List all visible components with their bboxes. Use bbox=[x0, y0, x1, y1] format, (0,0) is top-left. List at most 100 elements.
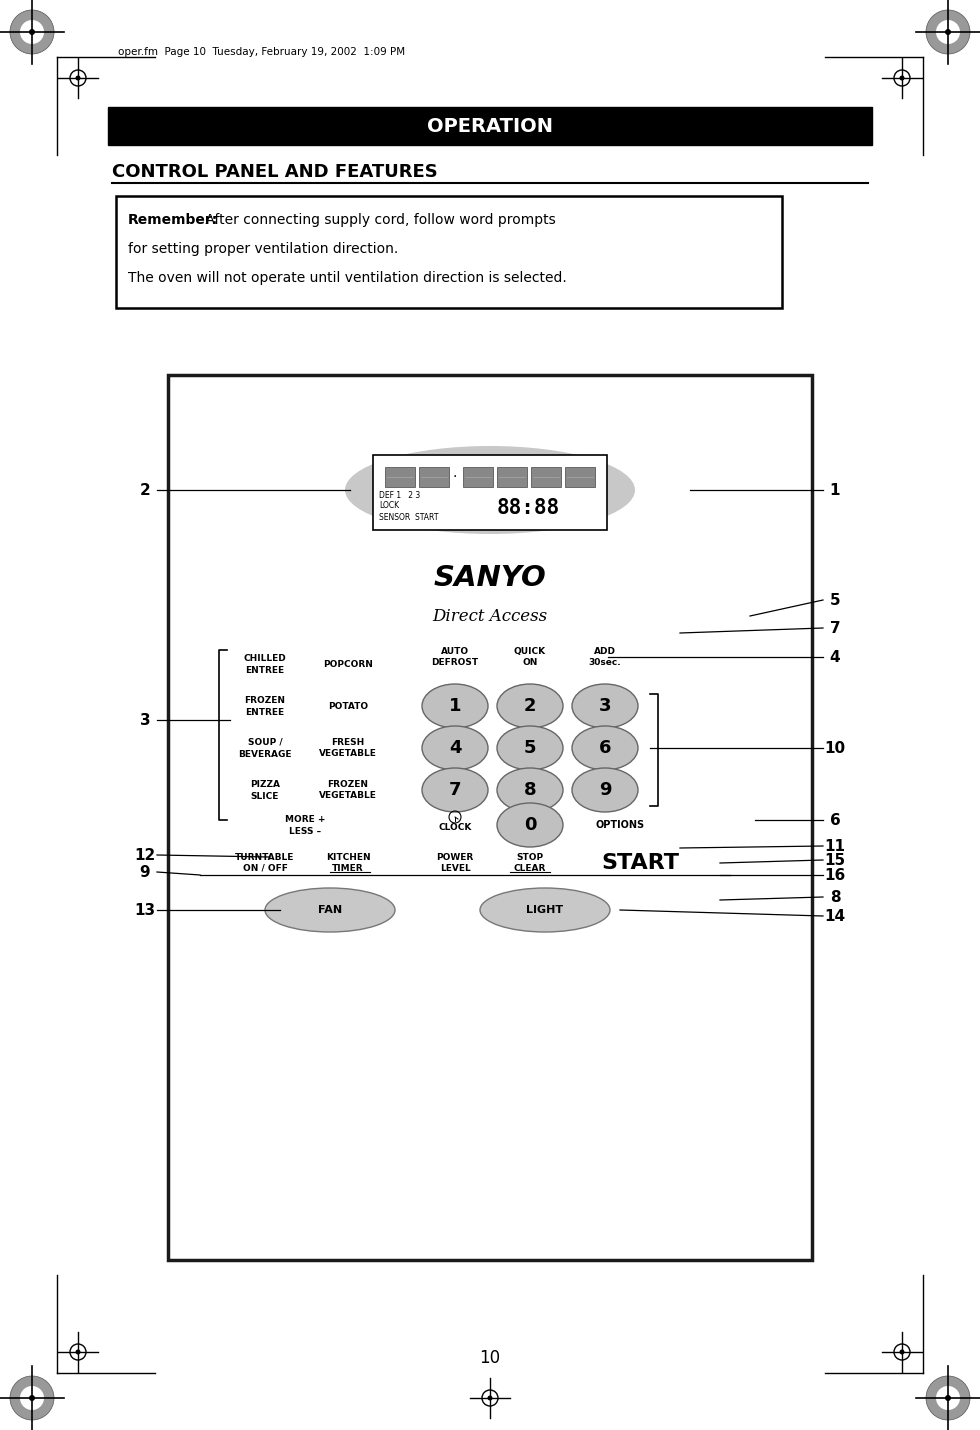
Bar bbox=[385, 468, 415, 488]
Text: AUTO
DEFROST: AUTO DEFROST bbox=[431, 648, 478, 666]
Bar bbox=[419, 468, 449, 488]
Ellipse shape bbox=[497, 726, 563, 769]
Text: 9: 9 bbox=[140, 865, 150, 879]
Circle shape bbox=[75, 1350, 80, 1354]
Text: 13: 13 bbox=[134, 902, 156, 918]
Circle shape bbox=[936, 1386, 960, 1410]
Circle shape bbox=[945, 1396, 951, 1401]
Text: BEVERAGE: BEVERAGE bbox=[238, 749, 292, 758]
Text: POPCORN: POPCORN bbox=[323, 659, 373, 668]
Bar bbox=[168, 375, 812, 1260]
Text: FROZEN
VEGETABLE: FROZEN VEGETABLE bbox=[319, 781, 377, 799]
Text: 7: 7 bbox=[449, 781, 462, 799]
Text: QUICK
ON: QUICK ON bbox=[514, 648, 546, 666]
Text: 8: 8 bbox=[830, 889, 840, 905]
Circle shape bbox=[487, 1396, 493, 1400]
Circle shape bbox=[70, 1344, 86, 1360]
Circle shape bbox=[482, 1390, 498, 1406]
Circle shape bbox=[29, 1396, 35, 1401]
Text: SANYO: SANYO bbox=[433, 563, 547, 592]
Bar bbox=[565, 468, 595, 488]
Text: 14: 14 bbox=[824, 908, 846, 924]
Bar bbox=[116, 196, 782, 307]
Text: 3: 3 bbox=[140, 712, 150, 728]
Circle shape bbox=[10, 1376, 54, 1420]
Text: Remember:: Remember: bbox=[128, 213, 219, 227]
Text: SOUP /: SOUP / bbox=[248, 738, 282, 746]
Text: FRESH
VEGETABLE: FRESH VEGETABLE bbox=[319, 738, 377, 758]
Text: oper.fm  Page 10  Tuesday, February 19, 2002  1:09 PM: oper.fm Page 10 Tuesday, February 19, 20… bbox=[118, 47, 405, 57]
Circle shape bbox=[29, 29, 35, 34]
Ellipse shape bbox=[422, 768, 488, 812]
Ellipse shape bbox=[572, 768, 638, 812]
Circle shape bbox=[70, 70, 86, 86]
Ellipse shape bbox=[265, 888, 395, 932]
Circle shape bbox=[894, 70, 910, 86]
Text: FROZEN: FROZEN bbox=[244, 695, 285, 705]
Ellipse shape bbox=[497, 768, 563, 812]
Text: 9: 9 bbox=[599, 781, 612, 799]
Text: POWER
LEVEL: POWER LEVEL bbox=[436, 854, 473, 872]
Ellipse shape bbox=[345, 446, 635, 533]
Text: 1: 1 bbox=[830, 482, 840, 498]
Text: START: START bbox=[601, 854, 679, 872]
Ellipse shape bbox=[422, 726, 488, 769]
Ellipse shape bbox=[497, 684, 563, 728]
Text: STOP
CLEAR: STOP CLEAR bbox=[514, 854, 546, 872]
Circle shape bbox=[20, 1386, 44, 1410]
Text: FAN: FAN bbox=[318, 905, 342, 915]
Circle shape bbox=[926, 10, 970, 54]
Text: 8: 8 bbox=[523, 781, 536, 799]
Text: LESS –: LESS – bbox=[289, 827, 321, 835]
Bar bbox=[373, 455, 607, 531]
Text: CLOCK: CLOCK bbox=[438, 822, 471, 831]
Text: The oven will not operate until ventilation direction is selected.: The oven will not operate until ventilat… bbox=[128, 272, 566, 285]
Text: 4: 4 bbox=[449, 739, 462, 756]
Text: OPTIONS: OPTIONS bbox=[596, 819, 645, 829]
Ellipse shape bbox=[497, 804, 563, 847]
Circle shape bbox=[20, 20, 44, 44]
Text: SLICE: SLICE bbox=[251, 791, 279, 801]
Bar bbox=[463, 468, 493, 488]
Text: PIZZA: PIZZA bbox=[250, 779, 280, 788]
Text: After connecting supply cord, follow word prompts: After connecting supply cord, follow wor… bbox=[201, 213, 556, 227]
Bar bbox=[108, 107, 872, 144]
Text: 1: 1 bbox=[449, 696, 462, 715]
Text: 16: 16 bbox=[824, 868, 846, 882]
Text: 4: 4 bbox=[830, 649, 840, 665]
Circle shape bbox=[894, 1344, 910, 1360]
Text: TURNTABLE
ON / OFF: TURNTABLE ON / OFF bbox=[235, 854, 295, 872]
Text: 7: 7 bbox=[830, 621, 840, 635]
Text: 0: 0 bbox=[523, 817, 536, 834]
Bar bbox=[531, 468, 561, 488]
Text: KITCHEN
TIMER: KITCHEN TIMER bbox=[325, 854, 370, 872]
Text: 3: 3 bbox=[599, 696, 612, 715]
Text: CONTROL PANEL AND FEATURES: CONTROL PANEL AND FEATURES bbox=[112, 163, 438, 182]
Text: LOCK: LOCK bbox=[379, 500, 399, 509]
Text: ADD
30sec.: ADD 30sec. bbox=[589, 648, 621, 666]
Ellipse shape bbox=[572, 726, 638, 769]
Text: 10: 10 bbox=[824, 741, 846, 755]
Circle shape bbox=[10, 10, 54, 54]
Text: OPERATION: OPERATION bbox=[427, 116, 553, 136]
Ellipse shape bbox=[422, 684, 488, 728]
Text: ENTREE: ENTREE bbox=[245, 708, 284, 716]
Text: 2: 2 bbox=[523, 696, 536, 715]
Text: for setting proper ventilation direction.: for setting proper ventilation direction… bbox=[128, 242, 398, 256]
Circle shape bbox=[900, 1350, 905, 1354]
Text: 15: 15 bbox=[824, 852, 846, 868]
Circle shape bbox=[900, 76, 905, 80]
Circle shape bbox=[945, 29, 951, 34]
Text: POTATO: POTATO bbox=[328, 702, 368, 711]
Text: 2: 2 bbox=[139, 482, 150, 498]
Text: ENTREE: ENTREE bbox=[245, 665, 284, 675]
Ellipse shape bbox=[480, 888, 610, 932]
Text: 11: 11 bbox=[824, 838, 846, 854]
Text: 88:88: 88:88 bbox=[497, 498, 560, 518]
Text: 10: 10 bbox=[479, 1348, 501, 1367]
Text: 6: 6 bbox=[830, 812, 841, 828]
Text: 5: 5 bbox=[523, 739, 536, 756]
Text: CHILLED: CHILLED bbox=[244, 654, 286, 662]
Ellipse shape bbox=[572, 684, 638, 728]
Text: LIGHT: LIGHT bbox=[526, 905, 563, 915]
